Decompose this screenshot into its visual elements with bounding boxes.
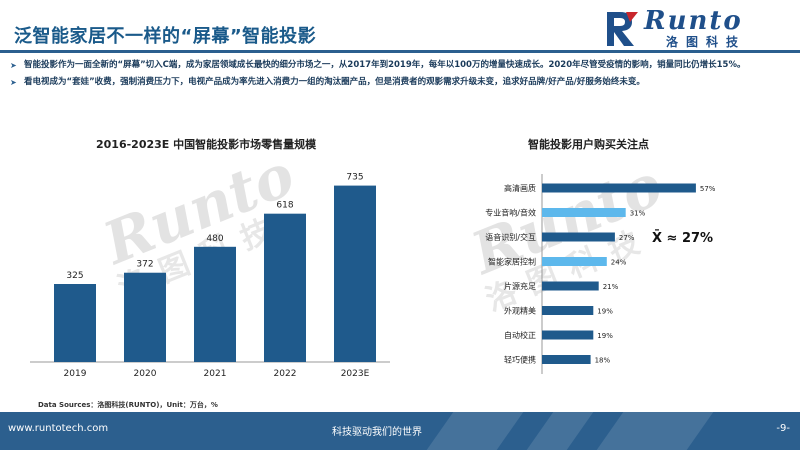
page-title: 泛智能家居不一样的“屏幕”智能投影 <box>14 26 317 47</box>
bar <box>124 272 166 362</box>
purchase-factor-bar-chart: 高清画质 57% 专业音响/音效 31% 语音识别/交互 27% 智能家居控制 24% 片源充足… <box>485 174 716 374</box>
bar <box>542 355 591 364</box>
bar <box>194 246 236 362</box>
bar <box>54 284 96 362</box>
bar-value-label: 19% <box>597 332 613 340</box>
mean-annotation: X̄ ≈ 27% <box>652 230 713 246</box>
footer-slogan: 科技驱动我们的世界 <box>332 427 422 438</box>
runto-logo: Runto 洛图科技 <box>604 6 780 49</box>
bullet-text: 看电视成为“套娃”收费，强制消费压力下，电视产品成为率先进入消费力一组的淘汰圈产… <box>24 77 645 87</box>
bar <box>542 330 594 340</box>
x-tick-label: 2022 <box>274 369 297 379</box>
bar-value-label: 372 <box>136 260 153 270</box>
category-label: 智能家居控制 <box>488 257 536 267</box>
bullet-item: ➤ 智能投影作为一面全新的“屏幕”切入C端，成为家居领域成长最快的细分市场之一，… <box>10 57 790 74</box>
category-label: 自动校正 <box>504 330 536 340</box>
market-volume-bar-chart: 325 2019 372 2020 480 2021 618 2022 735 2023E <box>30 173 390 379</box>
bar-value-label: 57% <box>700 185 716 193</box>
bar-value-label: 18% <box>595 357 611 365</box>
category-label: 轻巧便携 <box>504 355 536 365</box>
bullet-list: ➤ 智能投影作为一面全新的“屏幕”切入C端，成为家居领域成长最快的细分市场之一，… <box>10 57 790 91</box>
bar-value-label: 21% <box>603 283 619 291</box>
bar <box>264 213 306 362</box>
bar-value-label: 325 <box>66 271 83 281</box>
bar <box>542 232 615 242</box>
bar <box>542 183 696 193</box>
data-source-note: Data Sources：洛图科技(RUNTO)，Unit：万台，% <box>38 401 218 409</box>
category-label: 语音识别/交互 <box>485 232 536 242</box>
bar-value-label: 24% <box>611 259 627 267</box>
runto-logo-icon <box>607 12 638 46</box>
bar <box>542 306 594 315</box>
category-label: 片源充足 <box>504 281 536 291</box>
bullet-text: 智能投影作为一面全新的“屏幕”切入C端，成为家居领域成长最快的细分市场之一，从2… <box>24 60 746 70</box>
bar <box>542 281 599 291</box>
footer-bar: www.runtotech.com 科技驱动我们的世界 -9- <box>0 412 800 450</box>
title-divider <box>0 50 800 53</box>
bar <box>542 208 626 217</box>
category-label: 高清画质 <box>504 183 536 193</box>
x-tick-label: 2023E <box>341 369 370 379</box>
bar-value-label: 27% <box>619 234 635 242</box>
bar-value-label: 31% <box>630 210 646 218</box>
right-chart-title: 智能投影用户购买关注点 <box>528 138 649 151</box>
x-tick-label: 2020 <box>134 369 157 379</box>
bullet-arrow-icon: ➤ <box>10 78 17 87</box>
x-tick-label: 2019 <box>64 369 87 379</box>
bar <box>542 257 607 266</box>
bar <box>334 185 376 362</box>
left-chart-title: 2016-2023E 中国智能投影市场零售量规模 <box>96 138 317 151</box>
category-label: 专业音响/音效 <box>485 208 536 218</box>
bar-value-label: 735 <box>346 173 363 183</box>
bar-value-label: 19% <box>597 308 613 316</box>
bullet-item: ➤ 看电视成为“套娃”收费，强制消费压力下，电视产品成为率先进入消费力一组的淘汰… <box>10 74 790 91</box>
category-label: 外观精美 <box>504 306 536 316</box>
x-tick-label: 2021 <box>204 369 227 379</box>
bullet-arrow-icon: ➤ <box>10 61 17 70</box>
logo-text-cn: 洛图科技 <box>666 35 747 49</box>
bar-value-label: 480 <box>206 234 223 244</box>
logo-text-en: Runto <box>644 6 743 36</box>
bar-value-label: 618 <box>276 201 293 211</box>
page-number: -9- <box>776 423 790 434</box>
footer-website-link[interactable]: www.runtotech.com <box>8 423 109 434</box>
